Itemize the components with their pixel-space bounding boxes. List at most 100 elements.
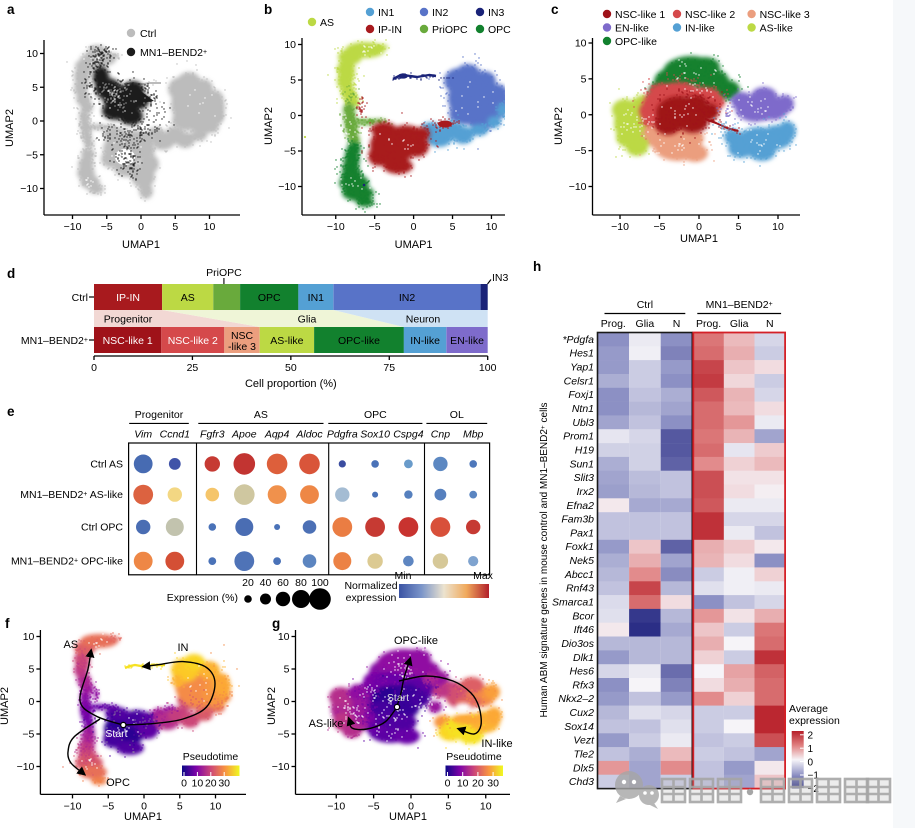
svg-text:5: 5: [290, 75, 296, 87]
svg-text:IN1: IN1: [378, 7, 395, 19]
svg-text:20: 20: [205, 778, 217, 790]
svg-text:Ubl3: Ubl3: [572, 417, 594, 429]
svg-text:Pax1: Pax1: [570, 527, 594, 539]
svg-text:−5: −5: [22, 729, 34, 741]
svg-text:10: 10: [575, 38, 587, 50]
svg-text:Apoe: Apoe: [231, 429, 257, 441]
svg-text:20: 20: [242, 577, 254, 589]
svg-text:Chd3: Chd3: [569, 776, 594, 788]
svg-text:d: d: [7, 266, 15, 281]
svg-text:100: 100: [311, 577, 329, 589]
svg-text:0: 0: [91, 362, 97, 374]
svg-text:EN-like: EN-like: [615, 23, 649, 35]
svg-text:Rnf43: Rnf43: [566, 583, 594, 595]
svg-text:Hes6: Hes6: [569, 666, 594, 678]
svg-text:−5: −5: [575, 145, 587, 157]
svg-text:OPC: OPC: [364, 409, 387, 421]
svg-text:UMAP2: UMAP2: [266, 687, 278, 725]
svg-text:1: 1: [808, 744, 814, 755]
svg-text:30: 30: [487, 778, 499, 790]
svg-text:10: 10: [278, 631, 290, 643]
svg-text:Nek5: Nek5: [569, 555, 594, 567]
svg-text:−10: −10: [20, 183, 38, 195]
svg-text:N: N: [766, 318, 774, 330]
svg-text:0: 0: [808, 757, 814, 768]
svg-text:−10: −10: [64, 800, 82, 812]
svg-text:UMAP2: UMAP2: [0, 687, 11, 725]
svg-text:f: f: [5, 616, 10, 631]
svg-text:UMAP2: UMAP2: [553, 107, 565, 145]
svg-text:−5: −5: [101, 221, 113, 233]
svg-text:80: 80: [295, 577, 307, 589]
svg-text:60: 60: [277, 577, 289, 589]
svg-text:NSC: NSC: [231, 330, 254, 342]
svg-text:MN1–BEND2+ OPC-like: MN1–BEND2+ OPC-like: [11, 556, 123, 568]
svg-text:NSC-like 2: NSC-like 2: [685, 9, 735, 21]
svg-text:IP-IN: IP-IN: [116, 292, 140, 304]
svg-text:0: 0: [141, 800, 147, 812]
svg-text:0: 0: [445, 778, 451, 790]
svg-text:OPC: OPC: [488, 24, 511, 36]
svg-text:−10: −10: [569, 181, 587, 193]
svg-text:2: 2: [808, 731, 814, 742]
svg-text:AS-like: AS-like: [309, 718, 344, 730]
svg-text:Ctrl: Ctrl: [72, 292, 88, 304]
svg-text:UMAP1: UMAP1: [122, 239, 160, 251]
svg-text:Dio3os: Dio3os: [561, 638, 594, 650]
svg-text:g: g: [272, 616, 280, 631]
svg-text:−1: −1: [808, 771, 820, 782]
svg-text:Glia: Glia: [730, 318, 749, 330]
svg-text:Smarca1: Smarca1: [552, 596, 594, 608]
svg-text:Ift46: Ift46: [574, 624, 595, 636]
svg-text:−5: −5: [284, 146, 296, 158]
svg-text:5: 5: [177, 800, 183, 812]
svg-text:UMAP2: UMAP2: [263, 107, 275, 145]
svg-text:0: 0: [290, 110, 296, 122]
svg-text:NSC-like 3: NSC-like 3: [760, 9, 810, 21]
svg-text:MN1–BEND2+: MN1–BEND2+: [21, 335, 88, 347]
svg-text:Vezt: Vezt: [573, 735, 595, 747]
svg-text:MN1–BEND2+: MN1–BEND2+: [140, 47, 207, 59]
svg-text:10: 10: [23, 631, 35, 643]
svg-text:Tle2: Tle2: [574, 749, 595, 761]
svg-text:Sun1: Sun1: [569, 458, 594, 470]
svg-text:IP-IN: IP-IN: [378, 24, 402, 36]
svg-text:Expression (%): Expression (%): [167, 592, 238, 604]
svg-text:Sox14: Sox14: [564, 721, 594, 733]
svg-text:Mbp: Mbp: [463, 429, 484, 441]
svg-text:Celsr1: Celsr1: [564, 375, 594, 387]
svg-text:−5: −5: [368, 800, 380, 812]
svg-text:AS-like: AS-like: [270, 335, 303, 347]
svg-text:−5: −5: [369, 221, 381, 233]
svg-text:Prog.: Prog.: [601, 318, 626, 330]
svg-text:Progenitor: Progenitor: [104, 314, 153, 326]
svg-text:5: 5: [32, 82, 38, 94]
svg-text:Ntn1: Ntn1: [572, 403, 594, 415]
svg-text:0: 0: [32, 116, 38, 128]
svg-text:30: 30: [218, 778, 230, 790]
svg-text:−10: −10: [278, 181, 296, 193]
svg-text:20: 20: [472, 778, 484, 790]
svg-text:c: c: [551, 2, 559, 17]
svg-text:Foxj1: Foxj1: [568, 389, 594, 401]
svg-text:H19: H19: [575, 444, 594, 456]
svg-text:expression: expression: [789, 715, 840, 727]
svg-text:a: a: [7, 2, 15, 17]
svg-text:−10: −10: [17, 761, 35, 773]
svg-text:expression: expression: [346, 592, 397, 604]
svg-text:IN: IN: [178, 642, 189, 654]
svg-text:Fam3b: Fam3b: [561, 514, 594, 526]
svg-text:IN2: IN2: [432, 7, 449, 19]
svg-text:OPC: OPC: [106, 777, 130, 789]
svg-text:−5: −5: [654, 221, 666, 233]
svg-text:10: 10: [204, 221, 216, 233]
svg-text:Ctrl: Ctrl: [140, 28, 156, 40]
svg-text:Pseudotime: Pseudotime: [446, 751, 502, 763]
svg-text:Fgfr3: Fgfr3: [200, 429, 225, 441]
svg-text:−5: −5: [278, 729, 290, 741]
svg-text:b: b: [264, 2, 272, 17]
svg-text:10: 10: [210, 800, 222, 812]
svg-text:Neuron: Neuron: [406, 314, 441, 326]
svg-text:5: 5: [29, 664, 35, 676]
svg-text:Cux2: Cux2: [569, 707, 594, 719]
